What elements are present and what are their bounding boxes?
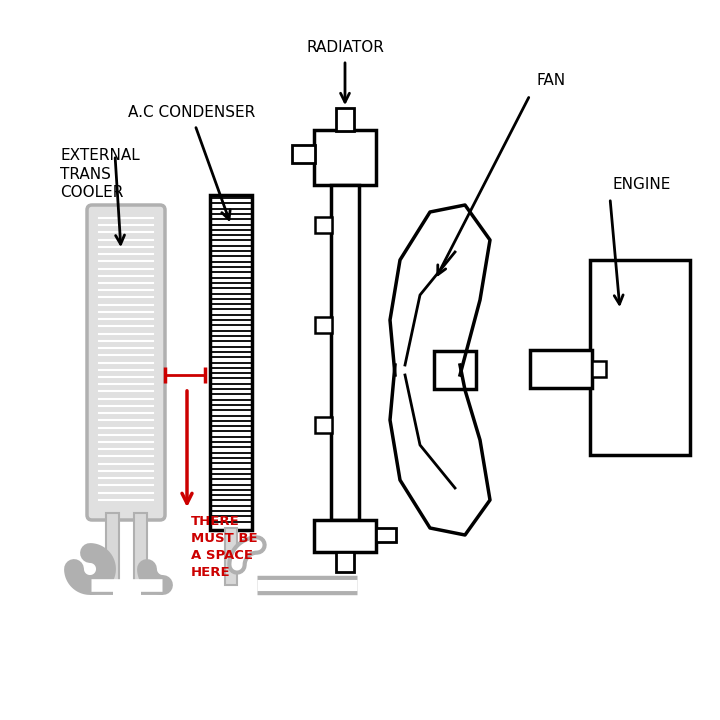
- Bar: [106, 513, 119, 585]
- Bar: [134, 513, 147, 585]
- Bar: [315, 417, 332, 433]
- Text: THERE
MUST BE
A SPACE
HERE: THERE MUST BE A SPACE HERE: [191, 515, 258, 579]
- Bar: [315, 317, 332, 333]
- Bar: [592, 361, 606, 377]
- Bar: [530, 350, 592, 388]
- Text: RADIATOR: RADIATOR: [306, 40, 384, 55]
- Bar: [292, 145, 315, 163]
- Bar: [210, 195, 252, 530]
- Bar: [331, 185, 359, 520]
- Bar: [225, 528, 237, 585]
- Bar: [590, 260, 690, 455]
- Text: FAN: FAN: [537, 73, 566, 88]
- Text: EXTERNAL
TRANS
COOLER: EXTERNAL TRANS COOLER: [60, 148, 140, 200]
- Bar: [315, 217, 332, 233]
- Bar: [434, 351, 476, 389]
- FancyBboxPatch shape: [87, 205, 165, 520]
- Bar: [376, 528, 396, 542]
- Text: A.C CONDENSER: A.C CONDENSER: [128, 105, 256, 120]
- Bar: [336, 552, 354, 572]
- Text: ENGINE: ENGINE: [612, 177, 670, 192]
- Bar: [314, 520, 376, 552]
- Bar: [336, 108, 354, 131]
- Bar: [314, 130, 376, 185]
